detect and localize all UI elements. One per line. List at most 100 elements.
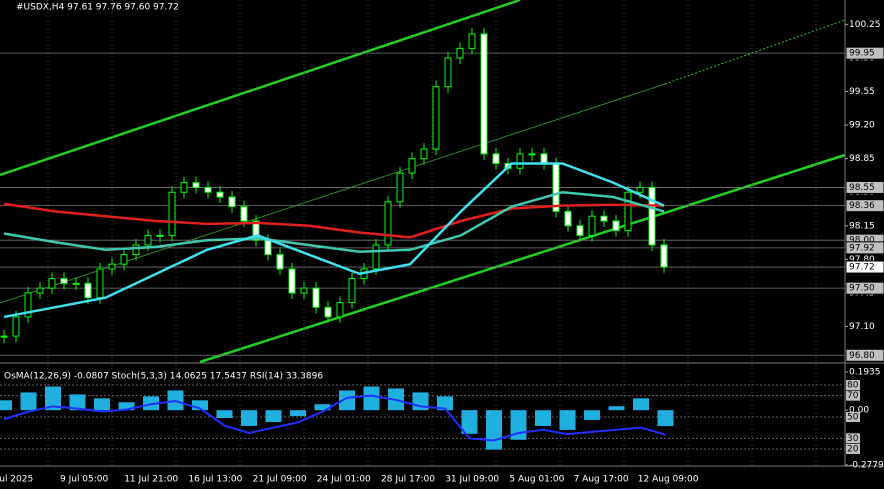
osma-bar — [290, 410, 306, 417]
candle — [84, 282, 92, 299]
candle — [264, 239, 272, 256]
level-label-bg — [845, 241, 884, 255]
candle — [348, 278, 356, 304]
x-tick-label: 5 Aug 01:00 — [509, 475, 564, 485]
candle — [324, 306, 332, 318]
candle — [252, 220, 260, 241]
candle — [168, 191, 176, 236]
candle — [564, 210, 572, 227]
y-tick-label: 97.80 — [849, 255, 875, 265]
y-tick-label: 100.25 — [849, 20, 881, 30]
rsi-level-bg — [846, 412, 860, 422]
candle — [12, 316, 20, 337]
candle — [24, 292, 32, 318]
level-label-bg — [845, 46, 884, 60]
candle — [612, 220, 620, 232]
osma-bar — [20, 392, 37, 411]
candle — [420, 148, 428, 160]
channel-lower — [199, 153, 846, 364]
osma-bar — [0, 400, 12, 411]
rsi-level-label: 80 — [847, 381, 859, 391]
osma-bar — [559, 410, 576, 430]
x-tick-label: 28 Jul 17:00 — [381, 475, 435, 485]
x-tick-label: 16 Jul 13:00 — [188, 475, 242, 485]
candle — [240, 206, 248, 222]
candle — [60, 278, 68, 284]
indicator-tick-label: 0.1935 — [849, 368, 881, 378]
indicator-tick-label: 0.00 — [849, 406, 869, 416]
current-price-label: 97.72 — [849, 263, 875, 273]
candle — [384, 201, 392, 246]
osma-bar — [118, 402, 135, 411]
candle — [0, 335, 8, 338]
candle — [576, 225, 584, 236]
rsi-level-bg — [846, 433, 860, 444]
current-price-label-bg — [845, 260, 884, 274]
candle — [48, 278, 56, 289]
candle — [600, 215, 608, 222]
x-tick-label: 31 Jul 09:00 — [445, 475, 499, 485]
candle — [96, 268, 104, 299]
osma-bar — [94, 398, 110, 411]
osma-bar — [363, 386, 380, 411]
moving-average — [3, 190, 665, 253]
candle — [396, 172, 404, 203]
osma-bar — [535, 410, 551, 426]
level-label-bg — [845, 281, 884, 295]
x-tick-label: 11 Jul 21:00 — [124, 475, 178, 485]
rsi-level-label: 30 — [847, 434, 859, 444]
osma-bar — [241, 410, 257, 426]
candle — [180, 182, 188, 193]
y-tick-label: 98.85 — [849, 154, 875, 164]
level-label-bg — [845, 199, 884, 213]
rsi-level-label: 50 — [847, 413, 859, 423]
rsi-level-bg — [846, 444, 860, 454]
osma-bar — [486, 410, 502, 450]
candle — [300, 287, 308, 294]
osma-bar — [657, 410, 674, 427]
y-tick-label: 99.20 — [849, 121, 875, 131]
candle — [468, 33, 476, 49]
candle — [540, 153, 548, 164]
osma-bar — [633, 398, 649, 411]
level-label-bg — [845, 348, 884, 362]
level-label-bg — [845, 180, 884, 194]
candle — [480, 33, 488, 155]
osma-bar — [584, 410, 600, 421]
level-label: 96.80 — [849, 351, 875, 361]
osma-bar — [437, 396, 453, 411]
candle — [120, 254, 128, 265]
osma-bar — [69, 394, 86, 411]
osma-bar — [314, 404, 331, 411]
x-tick-label: 9 Jul 05:00 — [60, 475, 109, 485]
osma-bar — [216, 410, 233, 419]
candle — [216, 191, 224, 198]
candle — [624, 191, 632, 232]
candle — [528, 153, 536, 156]
osma-bar — [192, 400, 208, 411]
osma-bar — [339, 390, 355, 411]
candle — [636, 186, 644, 193]
rsi-level-bg — [846, 380, 860, 390]
y-tick-label: 98.15 — [849, 221, 875, 231]
level-label: 97.92 — [849, 243, 875, 253]
candle — [588, 215, 596, 236]
channel-upper — [0, 0, 521, 177]
moving-average — [3, 202, 665, 239]
candle — [72, 282, 80, 285]
candle — [660, 244, 668, 268]
rsi-line — [3, 394, 666, 442]
candle — [648, 186, 656, 246]
indicator-tick-label: -0.2779 — [849, 461, 884, 471]
level-label: 98.36 — [849, 201, 875, 211]
candle — [144, 234, 152, 246]
candle — [288, 268, 296, 294]
candle — [444, 57, 452, 88]
indicator-title: OsMA(12,26,9) -0.0807 Stoch(5,3,3) 14.06… — [4, 372, 323, 382]
osma-bar — [265, 410, 282, 423]
y-tick-label: 99.55 — [849, 87, 875, 97]
x-tick-label: 7 Aug 17:00 — [574, 475, 629, 485]
x-tick-label: 12 Aug 09:00 — [638, 475, 699, 485]
x-tick-label: 21 Jul 09:00 — [253, 475, 307, 485]
